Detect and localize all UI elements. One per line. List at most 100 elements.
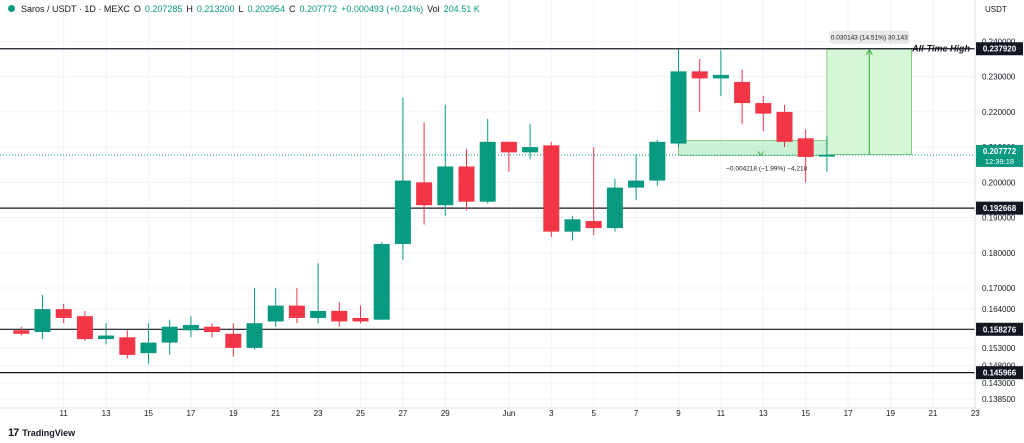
candle-body [331, 310, 348, 322]
date-tick-label: 7 [634, 409, 639, 418]
measure-label: −0.004218 (−1.99%) −4,218 [726, 165, 808, 172]
candle [564, 215, 581, 241]
time-axis[interactable]: 11 13 15 17 19 21 23 25 27 29 Jun 3 5 7 9 11 13 15 17 19 21 2… [60, 409, 981, 418]
candle [585, 147, 602, 236]
candle [606, 178, 623, 232]
candle [182, 316, 199, 338]
candle-body [352, 317, 369, 322]
open-value: 0.207285 [144, 4, 183, 14]
price-tick-label: 0.148000 [982, 361, 1016, 370]
horizontal-levels[interactable]: All-Time High [0, 44, 975, 374]
price-tick-label: 0.138500 [982, 395, 1016, 404]
candle [437, 104, 454, 216]
candle [225, 323, 242, 357]
current-price-box [976, 144, 1023, 167]
tradingview-branding[interactable]: 17 TradingView [8, 427, 75, 439]
candle [76, 310, 93, 341]
candle [649, 140, 666, 186]
candle-body [225, 333, 242, 348]
price-unit-label[interactable]: USDT [985, 5, 1007, 14]
candle [416, 122, 433, 225]
candle [352, 305, 369, 324]
long-position-tool[interactable]: 0.030143 (14.51%) 30,143 [826, 30, 913, 155]
candle-body [267, 305, 284, 322]
candle [734, 69, 751, 125]
level-price-label: 0.158276 [983, 325, 1017, 334]
candle-body [776, 111, 793, 142]
candle-body [13, 330, 30, 334]
candle [373, 242, 390, 320]
change-value: +0.000493 (+0.24%) [341, 4, 424, 14]
symbol-title: Saros / USDT · 1D · MEXC [21, 4, 130, 14]
candle-body [437, 166, 454, 206]
candle [246, 287, 263, 350]
candle-body [394, 180, 411, 244]
price-tick-label: 0.153000 [982, 344, 1016, 353]
price-tick-label: 0.230000 [982, 73, 1016, 82]
candle-body [564, 219, 581, 232]
candle [119, 330, 136, 359]
candle [818, 135, 835, 172]
candle [712, 50, 729, 97]
date-tick-label: 23 [314, 409, 323, 418]
level-price-label: 0.145966 [983, 369, 1017, 378]
date-tick-label: 3 [549, 409, 554, 418]
date-tick-label: 23 [971, 409, 980, 418]
candle [310, 263, 327, 324]
candle [458, 148, 475, 211]
date-tick-label: 9 [676, 409, 681, 418]
candle [797, 129, 814, 183]
candle-body [628, 180, 645, 188]
high-value: 0.213200 [196, 4, 235, 14]
candle [479, 118, 496, 204]
measure-tool[interactable]: −0.004218 (−1.99%) −4,218 [678, 140, 828, 173]
price-tick-label: 0.200000 [982, 178, 1016, 187]
date-tick-label: 13 [102, 409, 111, 418]
candle-body [755, 103, 772, 114]
price-tick-label: 0.164000 [982, 305, 1016, 314]
date-tick-label: 29 [441, 409, 450, 418]
candle-body [140, 342, 157, 354]
symbol-header[interactable]: Saros / USDT · 1D · MEXC O 0.207285 H 0.21… [8, 4, 480, 14]
candle [522, 124, 539, 160]
candle-body [543, 145, 560, 232]
candle-body [34, 309, 51, 333]
candle-body [288, 305, 305, 318]
candle [267, 287, 284, 327]
price-tick-label: 0.170000 [982, 284, 1016, 293]
candle-body [649, 141, 666, 181]
date-tick-label: 15 [801, 409, 810, 418]
price-tick-label: 0.240000 [982, 37, 1016, 46]
candle-body [55, 309, 72, 318]
candles [13, 49, 835, 364]
low-value: 0.202954 [247, 4, 286, 14]
candle [628, 154, 645, 200]
target-label-box [829, 30, 910, 44]
candle-body [691, 71, 708, 79]
candle-body [246, 323, 263, 348]
candle-body [606, 187, 623, 229]
candle [13, 326, 30, 336]
price-tick-label: 0.190000 [982, 214, 1016, 223]
volume-value: 204.51 K [443, 4, 480, 14]
candle-body [734, 81, 751, 104]
candle [500, 141, 517, 172]
price-axis[interactable]: 0.2400000.2300000.2200000.2100000.200000… [982, 37, 1016, 404]
price-tick-label: 0.220000 [982, 108, 1016, 117]
date-tick-label: 21 [928, 409, 937, 418]
candle-body [182, 324, 199, 331]
price-tick-label: 0.143000 [982, 379, 1016, 388]
date-tick-label: 25 [356, 409, 365, 418]
date-tick-label: 17 [186, 409, 195, 418]
candle-body [204, 326, 221, 333]
level-price-label: 0.237920 [983, 45, 1017, 54]
candle-countdown-label: 12:39:18 [985, 157, 1014, 166]
target-label: 0.030143 (14.51%) 30,143 [831, 35, 908, 42]
candle-body [712, 74, 729, 79]
candle [34, 295, 51, 340]
date-tick-label: 27 [398, 409, 407, 418]
candle [670, 49, 687, 148]
level-price-box [976, 366, 1023, 380]
candle [331, 302, 348, 327]
